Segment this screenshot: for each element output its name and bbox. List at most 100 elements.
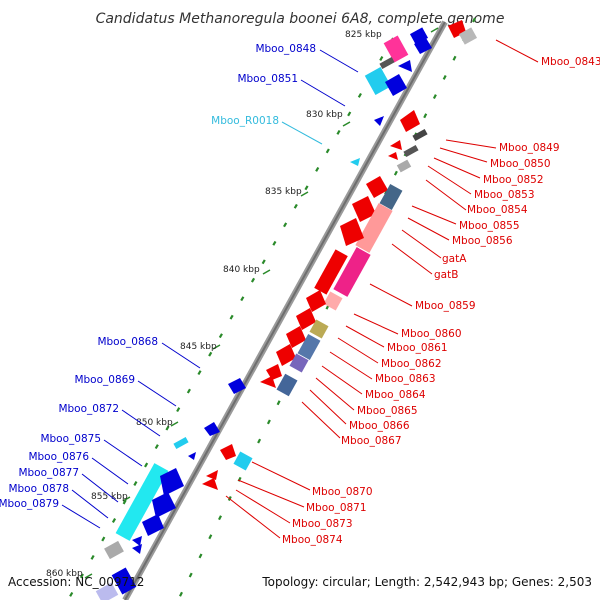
gene-feature[interactable] <box>204 422 220 436</box>
gene-label[interactable]: Mboo_0877 <box>18 467 79 479</box>
gene-feature[interactable] <box>132 544 142 554</box>
gene-label[interactable]: Mboo_0859 <box>415 300 476 312</box>
gene-feature[interactable] <box>142 514 164 536</box>
gene-feature[interactable] <box>289 353 309 373</box>
gene-label[interactable]: Mboo_0869 <box>74 374 135 386</box>
gene-label[interactable]: Mboo_0850 <box>490 158 551 170</box>
leader-line <box>300 79 346 107</box>
gene-feature[interactable] <box>286 326 306 348</box>
gene-label[interactable]: Mboo_0866 <box>349 420 410 432</box>
gene-label[interactable]: Mboo_0856 <box>452 235 513 247</box>
gene-feature[interactable] <box>132 536 142 546</box>
leader-line <box>91 457 129 485</box>
gene-label[interactable]: Mboo_0870 <box>312 486 373 498</box>
gene-label[interactable]: Mboo_0867 <box>341 435 402 447</box>
gene-label[interactable]: Mboo_0876 <box>28 451 89 463</box>
outer-ring-dot <box>188 572 193 578</box>
leader-line <box>433 157 481 179</box>
gene-feature[interactable] <box>414 38 432 54</box>
outer-ring-dot <box>257 438 262 444</box>
gene-feature[interactable] <box>276 344 296 366</box>
gene-feature[interactable] <box>412 128 428 142</box>
inner-ring-dot <box>357 92 362 98</box>
gene-feature[interactable] <box>173 436 189 450</box>
gene-feature[interactable] <box>309 319 329 339</box>
gene-label[interactable]: Mboo_0878 <box>8 483 69 495</box>
gene-feature[interactable] <box>188 452 196 460</box>
gene-feature[interactable] <box>390 140 402 150</box>
gene-feature[interactable] <box>202 478 218 490</box>
gene-label[interactable]: Mboo_0861 <box>387 342 448 354</box>
gene-label[interactable]: Mboo_0873 <box>292 518 353 530</box>
gene-feature[interactable] <box>160 468 184 496</box>
inner-ring-dot <box>218 333 223 339</box>
gene-feature[interactable] <box>323 291 343 311</box>
gene-label[interactable]: Mboo_0879 <box>0 498 59 510</box>
leader-line <box>137 380 177 407</box>
kbp-label-850: 850 kbp <box>136 418 173 428</box>
gene-feature[interactable] <box>333 247 371 297</box>
gene-feature[interactable] <box>403 144 419 158</box>
gene-label[interactable]: Mboo_0855 <box>459 220 520 232</box>
inner-ring-dot <box>101 536 106 542</box>
gene-feature[interactable] <box>260 376 276 388</box>
gene-feature[interactable] <box>350 158 360 166</box>
gene-label[interactable]: Mboo_0852 <box>483 174 544 186</box>
gene-feature[interactable] <box>352 196 376 222</box>
gene-feature[interactable] <box>379 183 403 211</box>
leader-line <box>411 205 457 225</box>
gene-label[interactable]: Mboo_0864 <box>365 389 426 401</box>
gene-feature[interactable] <box>266 364 282 380</box>
gene-label[interactable]: Mboo_0868 <box>97 336 158 348</box>
gene-feature[interactable] <box>364 67 392 95</box>
gene-feature[interactable] <box>355 203 393 253</box>
gene-label[interactable]: Mboo_0851 <box>237 73 298 85</box>
gene-feature[interactable] <box>314 249 348 295</box>
gene-label[interactable]: gatA <box>442 253 467 265</box>
gene-feature[interactable] <box>152 492 176 518</box>
gene-label[interactable]: Mboo_R0018 <box>211 115 279 127</box>
gene-label[interactable]: Mboo_0860 <box>401 328 462 340</box>
gene-feature[interactable] <box>104 540 124 560</box>
gene-label[interactable]: Mboo_0872 <box>58 403 119 415</box>
gene-feature[interactable] <box>111 567 137 595</box>
gene-feature[interactable] <box>228 378 246 394</box>
gene-label[interactable]: gatB <box>434 269 458 281</box>
gene-feature[interactable] <box>388 152 398 160</box>
gene-feature[interactable] <box>400 110 420 132</box>
gene-label[interactable]: Mboo_0863 <box>375 373 436 385</box>
gene-feature[interactable] <box>95 582 119 600</box>
gene-feature[interactable] <box>458 27 478 45</box>
gene-feature[interactable] <box>276 373 298 397</box>
inner-ring-dot <box>272 240 277 246</box>
gene-label[interactable]: Mboo_0843 <box>541 56 600 68</box>
gene-label[interactable]: Mboo_0862 <box>381 358 442 370</box>
inner-ring-dot <box>69 591 74 597</box>
gene-label[interactable]: Mboo_0849 <box>499 142 560 154</box>
gene-feature[interactable] <box>296 308 316 330</box>
gene-feature[interactable] <box>115 463 169 541</box>
gene-label[interactable]: Mboo_0854 <box>467 204 528 216</box>
leader-line <box>369 283 413 307</box>
outer-ring-dot <box>218 515 222 521</box>
outer-ring-dot <box>393 170 398 176</box>
gene-label[interactable]: Mboo_0871 <box>306 502 367 514</box>
gene-feature[interactable] <box>385 74 407 96</box>
gene-feature[interactable] <box>220 444 236 460</box>
gene-feature[interactable] <box>374 116 384 126</box>
gene-label[interactable]: Mboo_0853 <box>474 189 535 201</box>
gene-label[interactable]: Mboo_0865 <box>357 405 418 417</box>
gene-label[interactable]: Mboo_0848 <box>255 43 316 55</box>
gene-feature[interactable] <box>383 35 409 63</box>
gene-feature[interactable] <box>206 470 218 480</box>
gene-feature[interactable] <box>366 176 388 198</box>
gene-feature[interactable] <box>297 333 321 361</box>
gene-feature[interactable] <box>340 218 364 246</box>
gene-feature[interactable] <box>398 60 412 72</box>
gene-feature[interactable] <box>233 451 253 471</box>
gene-feature[interactable] <box>396 159 412 173</box>
gene-feature[interactable] <box>379 56 395 70</box>
gene-feature[interactable] <box>306 290 326 312</box>
gene-label[interactable]: Mboo_0874 <box>282 534 343 546</box>
gene-label[interactable]: Mboo_0875 <box>40 433 101 445</box>
